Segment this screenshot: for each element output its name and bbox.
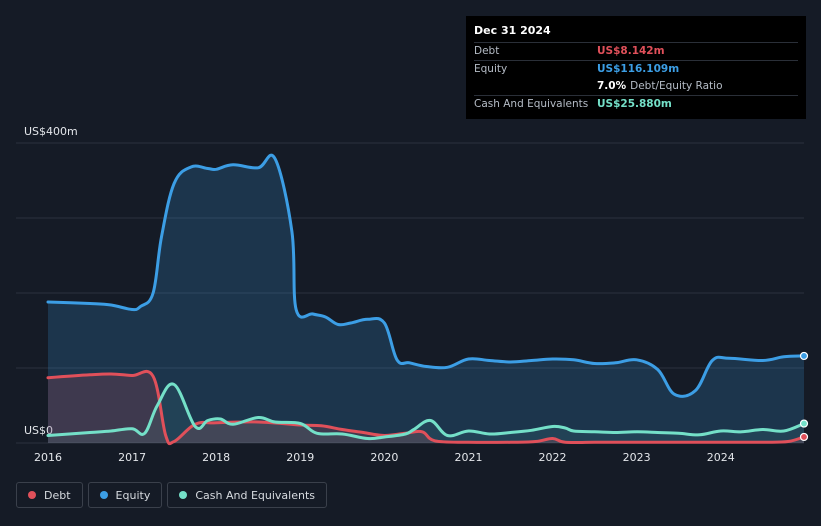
x-tick-label: 2016 xyxy=(34,451,62,464)
series-endpoint-cash-and-equivalents xyxy=(799,419,809,428)
tooltip-row-debt: Debt US$8.142m xyxy=(474,42,798,60)
x-tick-label: 2017 xyxy=(118,451,146,464)
tooltip-cash-value: US$25.880m xyxy=(597,98,672,110)
x-tick-label: 2022 xyxy=(539,451,567,464)
x-tick-label: 2018 xyxy=(202,451,230,464)
legend-debt-label: Debt xyxy=(44,488,71,502)
tooltip-row-equity: Equity US$116.109m xyxy=(474,60,798,78)
series-area-debt xyxy=(48,371,804,444)
tooltip-ratio-spacer xyxy=(474,78,597,95)
legend-item-cash[interactable]: Cash And Equivalents xyxy=(167,482,327,508)
x-tick-label: 2021 xyxy=(454,451,482,464)
x-tick-label: 2019 xyxy=(286,451,314,464)
legend-item-equity[interactable]: Equity xyxy=(87,482,163,508)
y-axis-top-label: US$400m xyxy=(24,125,78,138)
tooltip-ratio-value: 7.0% xyxy=(597,80,627,92)
tooltip-debt-value: US$8.142m xyxy=(597,45,665,57)
series-area-cash-and-equivalents xyxy=(48,383,804,443)
legend-cash-label: Cash And Equivalents xyxy=(195,488,315,502)
x-tick-label: 2020 xyxy=(370,451,398,464)
series-line-equity xyxy=(46,153,806,398)
x-tick-label: 2023 xyxy=(623,451,651,464)
legend: Debt Equity Cash And Equivalents xyxy=(16,482,327,508)
tooltip-debt-label: Debt xyxy=(474,45,500,57)
legend-cash-dot-icon xyxy=(179,491,188,499)
tooltip-equity-value: US$116.109m xyxy=(597,63,680,75)
tooltip-ratio-label: Debt/Equity Ratio xyxy=(630,80,723,92)
tooltip-row-cash: Cash And Equivalents US$25.880m xyxy=(474,95,798,113)
series-area-equity xyxy=(48,155,804,443)
tooltip-panel: Dec 31 2024 Debt US$8.142m Equity US$116… xyxy=(466,16,806,119)
x-tick-label: 2024 xyxy=(707,451,735,464)
tooltip-row-ratio: 7.0% Debt/Equity Ratio xyxy=(474,78,798,95)
tooltip-cash-label: Cash And Equivalents xyxy=(474,98,589,110)
legend-equity-label: Equity xyxy=(115,488,151,502)
legend-equity-dot-icon xyxy=(99,491,108,499)
legend-item-debt[interactable]: Debt xyxy=(16,482,83,508)
series-endpoint-equity xyxy=(799,351,809,361)
series-endpoint-debt xyxy=(799,432,809,442)
series-line-cash-and-equivalents xyxy=(46,382,806,441)
tooltip-equity-label: Equity xyxy=(474,63,508,75)
tooltip-date: Dec 31 2024 xyxy=(474,24,551,37)
y-axis-bottom-label: US$0 xyxy=(24,424,53,437)
legend-debt-dot-icon xyxy=(28,491,36,499)
